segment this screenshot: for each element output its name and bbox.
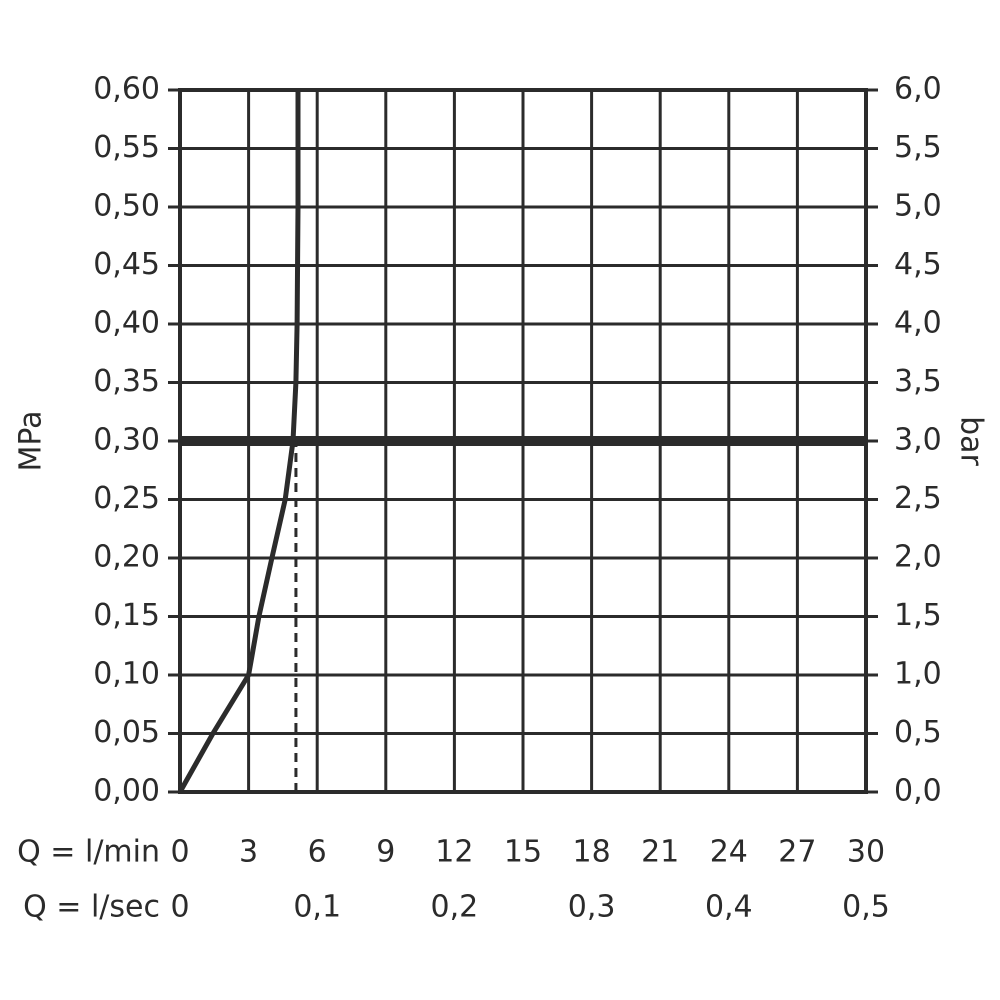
y-tick-label: 0,10 (93, 657, 160, 692)
y2-tick-label: 2,0 (894, 540, 942, 575)
y-tick-label: 0,45 (93, 247, 160, 282)
y-tick-label: 0,25 (93, 481, 160, 516)
y2-tick-label: 3,5 (894, 364, 942, 399)
y2-tick-label: 2,5 (894, 481, 942, 516)
x-tick-label: 27 (778, 835, 816, 870)
y2-axis-title: bar (954, 416, 989, 466)
y2-tick-label: 1,0 (894, 657, 942, 692)
y-tick-label: 0,55 (93, 130, 160, 165)
y2-tick-label: 5,5 (894, 130, 942, 165)
y2-tick-label: 1,5 (894, 598, 942, 633)
x-tick-label: 21 (641, 835, 679, 870)
x-axis-title: Q = l/min (17, 835, 160, 870)
x-tick-label: 12 (435, 835, 473, 870)
y-tick-label: 0,35 (93, 364, 160, 399)
x2-tick-label: 0,4 (705, 890, 753, 925)
y-tick-label: 0,40 (93, 306, 160, 341)
y-tick-label: 0,60 (93, 72, 160, 107)
x-tick-label: 15 (504, 835, 542, 870)
y-tick-label: 0,00 (93, 774, 160, 809)
y2-tick-label: 4,0 (894, 306, 942, 341)
x2-tick-label: 0,5 (842, 890, 890, 925)
x-tick-label: 24 (710, 835, 748, 870)
x-tick-label: 3 (239, 835, 258, 870)
x-tick-label: 0 (170, 835, 189, 870)
x2-axis-title: Q = l/sec (23, 890, 160, 925)
x-tick-label: 6 (308, 835, 327, 870)
x2-tick-label: 0 (170, 890, 189, 925)
y2-tick-label: 5,0 (894, 189, 942, 224)
x-tick-label: 30 (847, 835, 885, 870)
x2-tick-label: 0,3 (568, 890, 616, 925)
x2-tick-label: 0,1 (293, 890, 341, 925)
y2-tick-label: 6,0 (894, 72, 942, 107)
y2-tick-label: 3,0 (894, 423, 942, 458)
x-tick-label: 9 (376, 835, 395, 870)
y-tick-label: 0,30 (93, 423, 160, 458)
y2-tick-label: 0,5 (894, 715, 942, 750)
data-line (177, 90, 301, 794)
y-tick-label: 0,50 (93, 189, 160, 224)
x-tick-label: 18 (573, 835, 611, 870)
y2-tick-label: 4,5 (894, 247, 942, 282)
y-tick-label: 0,20 (93, 540, 160, 575)
y-tick-label: 0,05 (93, 715, 160, 750)
y-axis-title: MPa (14, 410, 49, 471)
y2-tick-label: 0,0 (894, 774, 942, 809)
y-tick-label: 0,15 (93, 598, 160, 633)
x2-tick-label: 0,2 (431, 890, 479, 925)
